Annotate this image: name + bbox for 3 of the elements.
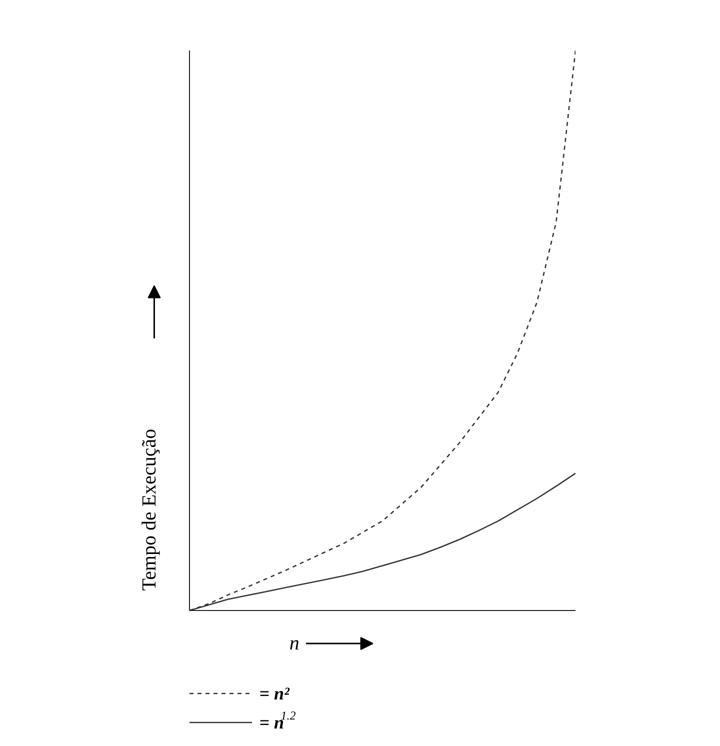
legend-label: = n² <box>259 684 290 704</box>
x-axis-title: n <box>289 632 300 654</box>
y-axis-title: Tempo de Execução <box>138 428 160 591</box>
